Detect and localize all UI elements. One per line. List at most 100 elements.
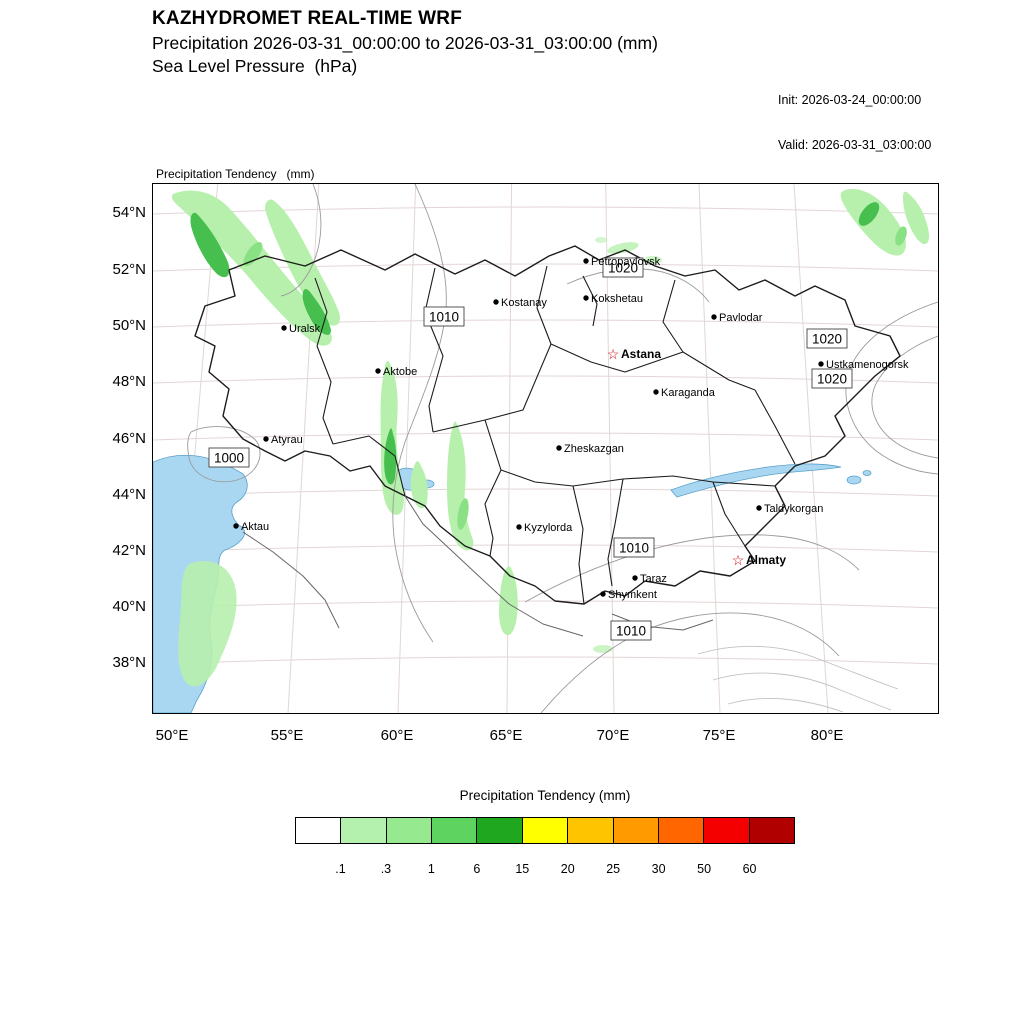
city-label: Aktobe	[383, 366, 417, 378]
oblast-border	[314, 277, 334, 445]
terrain-contour	[712, 672, 892, 711]
pressure-label: 1010	[429, 310, 459, 325]
city-marker	[516, 524, 522, 530]
pressure-label-box	[811, 368, 853, 389]
oblast-border	[424, 267, 444, 433]
neighbor-country-borders	[242, 495, 714, 637]
page-title: KAZHYDROMET REAL-TIME WRF	[152, 8, 463, 29]
colorbar-swatch	[658, 817, 705, 844]
lat-tick-label: 54°N	[112, 204, 146, 221]
lake-alakol	[846, 475, 862, 485]
precip-area-south-central	[499, 566, 518, 636]
precip-area-northwest	[171, 190, 332, 346]
city-marker	[233, 523, 239, 529]
region-borders	[194, 245, 901, 637]
lat-tick-label: 42°N	[112, 542, 146, 559]
pressure-label-box	[208, 447, 250, 468]
colorbar-tick-label: .3	[380, 862, 392, 876]
lon-tick-label: 70°E	[596, 727, 630, 744]
oblast-borders	[314, 265, 796, 605]
precip-area-caspian	[178, 560, 237, 687]
colorbar-swatch	[341, 817, 387, 844]
precip-mid-northwest	[243, 242, 263, 266]
city-marker	[583, 295, 589, 301]
colorbar-swatch	[295, 817, 342, 844]
city-label: Taldykorgan	[764, 503, 823, 515]
precip-core-central	[384, 428, 397, 485]
colorbar-swatch	[522, 817, 569, 844]
terrain-contour	[697, 645, 899, 690]
lon-tick-label: 80°E	[810, 727, 844, 744]
lat-tick-label: 48°N	[112, 373, 146, 390]
precip-area-northeast	[840, 188, 906, 256]
city-label: Zheskazgan	[564, 443, 624, 455]
pressure-label-box	[613, 537, 655, 558]
pressure-labels: 1020 1010 1020 1020 1000 1010 1010	[208, 257, 853, 641]
city-label: Uralsk	[289, 323, 321, 335]
colorbar-tick-label: 6	[473, 862, 481, 876]
lake-sasykkol	[862, 470, 872, 476]
city-label: Petropavlovsk	[591, 256, 661, 268]
lat-tick-label: 46°N	[112, 430, 146, 447]
latitude-gridline	[153, 488, 938, 497]
oblast-border	[582, 275, 598, 327]
slp-subtitle: Sea Level Pressure (hPa)	[152, 56, 358, 76]
precip-area-central-2	[447, 421, 474, 551]
city-marker	[756, 505, 762, 511]
precip-core-northeast	[858, 202, 880, 226]
terrain-contour	[727, 698, 844, 713]
city-marker	[653, 389, 659, 395]
map-frame: 1020 1010 1020 1020 1000 1010 1010 Petropavlov…	[152, 183, 939, 714]
city-marker	[556, 445, 562, 451]
pressure-label: 1010	[619, 541, 649, 556]
colorbar-labels: .1 .3 1 6 15 20 25 30 50 60	[295, 862, 795, 878]
latitude-gridline	[153, 656, 938, 665]
precip-subtitle: Precipitation 2026-03-31_00:00:00 to 202…	[152, 33, 658, 53]
colorbar	[295, 817, 795, 844]
colorbar-title: Precipitation Tendency (mm)	[459, 788, 631, 803]
oblast-border	[550, 343, 684, 373]
lat-tick-label: 50°N	[112, 317, 146, 334]
precip-area-northeast-2	[903, 191, 930, 245]
precip-area-north-center	[607, 242, 639, 254]
colorbar-tick-label: 20	[560, 862, 575, 876]
precip-area-bottom-center	[593, 645, 613, 653]
oblast-border	[484, 419, 776, 487]
city-label: Taraz	[640, 573, 667, 585]
capital-star-icon: ☆	[607, 346, 620, 362]
city-marker	[600, 591, 606, 597]
precip-area-northwest-2	[265, 199, 341, 326]
pressure-contours	[187, 184, 938, 713]
city-marker	[493, 299, 499, 305]
country-border	[404, 495, 584, 637]
oblast-border	[484, 469, 502, 557]
city-marker	[583, 258, 589, 264]
oblast-border	[484, 343, 552, 421]
longitude-gridline	[793, 184, 829, 713]
lon-tick-label: 65°E	[489, 727, 523, 744]
colorbar-swatch	[477, 817, 523, 844]
lat-tick-label: 44°N	[112, 486, 146, 503]
country-border	[242, 531, 340, 629]
oblast-border	[607, 478, 624, 587]
pressure-label: 1010	[616, 624, 646, 639]
city-label: Pavlodar	[719, 312, 763, 324]
isobar	[566, 268, 710, 303]
run-info: Init: 2026-03-24_00:00:00 Valid: 2026-03…	[778, 63, 931, 183]
city-label: Shymkent	[608, 589, 657, 601]
city-label: Astana	[621, 347, 661, 361]
city-markers: Petropavlovsk Kostanay Kokshetau Pavlodar Ur…	[233, 256, 909, 601]
isobar	[871, 335, 938, 459]
colorbar-tick-label: 1	[427, 862, 435, 876]
pressure-label: 1020	[608, 261, 638, 276]
pressure-label-box	[610, 620, 652, 641]
latitude-gridline	[153, 319, 938, 328]
colorbar-swatch	[432, 817, 478, 844]
precip-area-central-3	[410, 461, 428, 509]
oblast-border	[682, 351, 756, 391]
pressure-label: 1000	[214, 451, 244, 466]
city-marker	[375, 368, 381, 374]
precip-mid-northeast	[895, 226, 907, 246]
lon-tick-label: 60°E	[380, 727, 414, 744]
latitude-gridline	[153, 544, 938, 553]
